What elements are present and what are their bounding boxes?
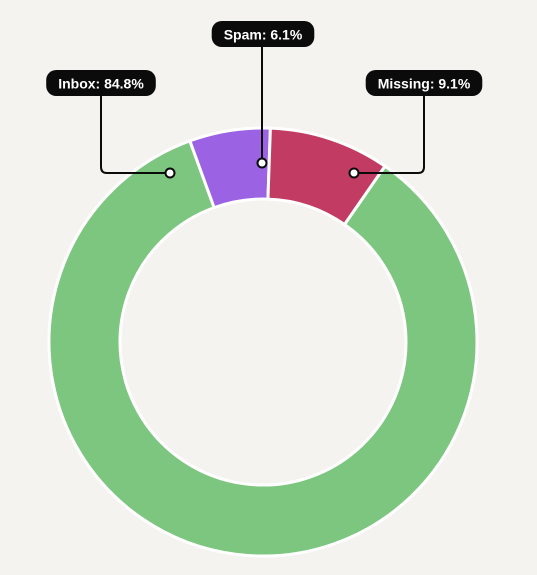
- callout-pill: [211, 21, 315, 47]
- callout-leader-line: [354, 96, 425, 174]
- callout-label: Spam: 6.1%: [224, 27, 303, 43]
- callout-pill: [46, 70, 156, 96]
- callout-label: Missing: 9.1%: [378, 76, 471, 92]
- callout-inbox: Inbox: 84.8%: [46, 70, 176, 179]
- callout-spam: Spam: 6.1%: [211, 21, 315, 169]
- slice-missing[interactable]: [266, 126, 387, 226]
- slice-group: [47, 126, 479, 558]
- slice-inbox[interactable]: [47, 139, 479, 558]
- callout-anchor-dot: [348, 167, 360, 179]
- callout-label: Inbox: 84.8%: [58, 76, 144, 92]
- callout-leader-line: [100, 96, 170, 174]
- callout-group: Inbox: 84.8% Spam: 6.1% Missing: 9.1%: [46, 21, 483, 179]
- callout-anchor-dot: [164, 167, 176, 179]
- callout-missing: Missing: 9.1%: [348, 70, 483, 179]
- callout-pill: [365, 70, 483, 96]
- callout-anchor-dot: [256, 157, 268, 169]
